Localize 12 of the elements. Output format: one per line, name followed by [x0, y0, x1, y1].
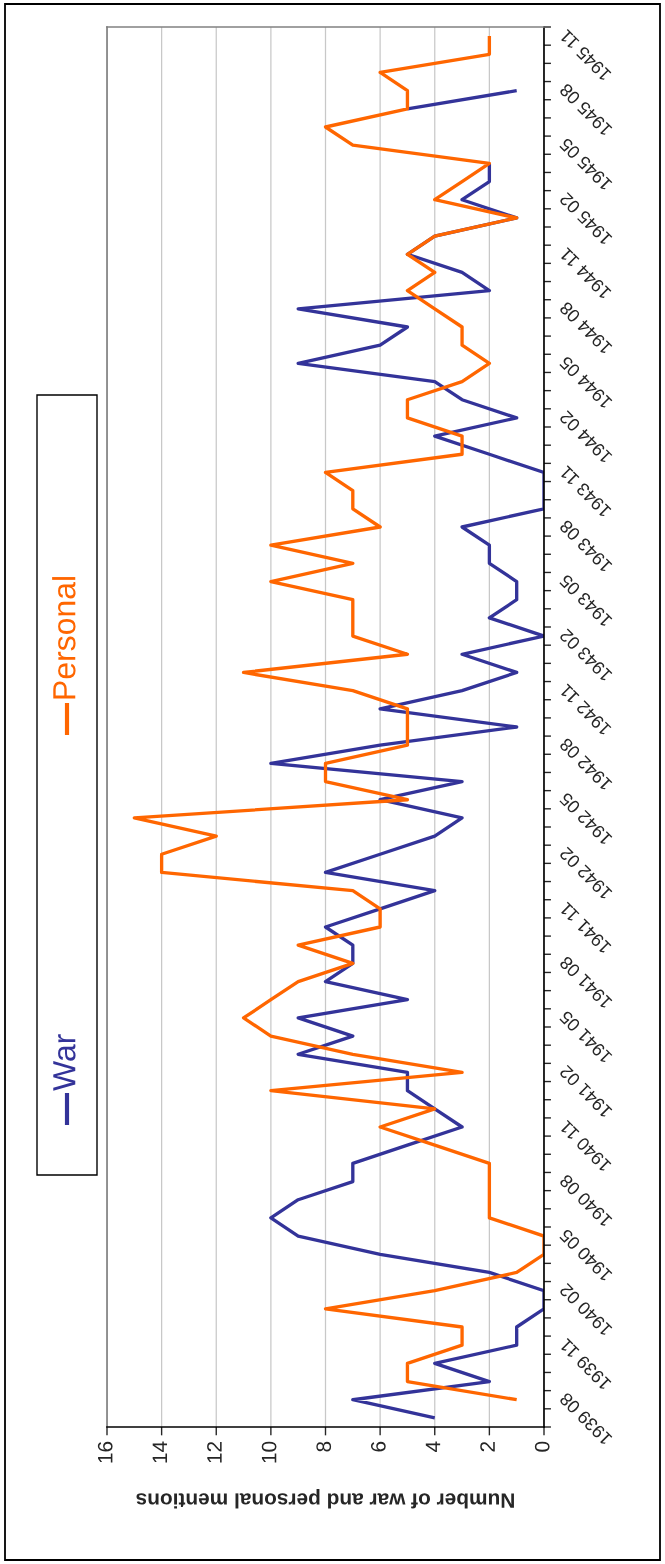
- x-tick-label: 6: [370, 1441, 386, 1452]
- x-tick-label: 10: [261, 1441, 277, 1463]
- x-tick-label: 4: [425, 1441, 441, 1452]
- x-tick-label: 8: [316, 1441, 332, 1452]
- x-tick-label: 0: [534, 1441, 550, 1452]
- x-tick-label: 14: [152, 1441, 168, 1463]
- x-axis-title: Number of war and personal mentions: [136, 1489, 514, 1509]
- text: Personal: [52, 577, 76, 699]
- x-tick-label: 2: [480, 1441, 495, 1452]
- text: War: [53, 1034, 76, 1091]
- x-tick-label: 12: [207, 1441, 222, 1463]
- x-tick-label: 16: [97, 1441, 113, 1463]
